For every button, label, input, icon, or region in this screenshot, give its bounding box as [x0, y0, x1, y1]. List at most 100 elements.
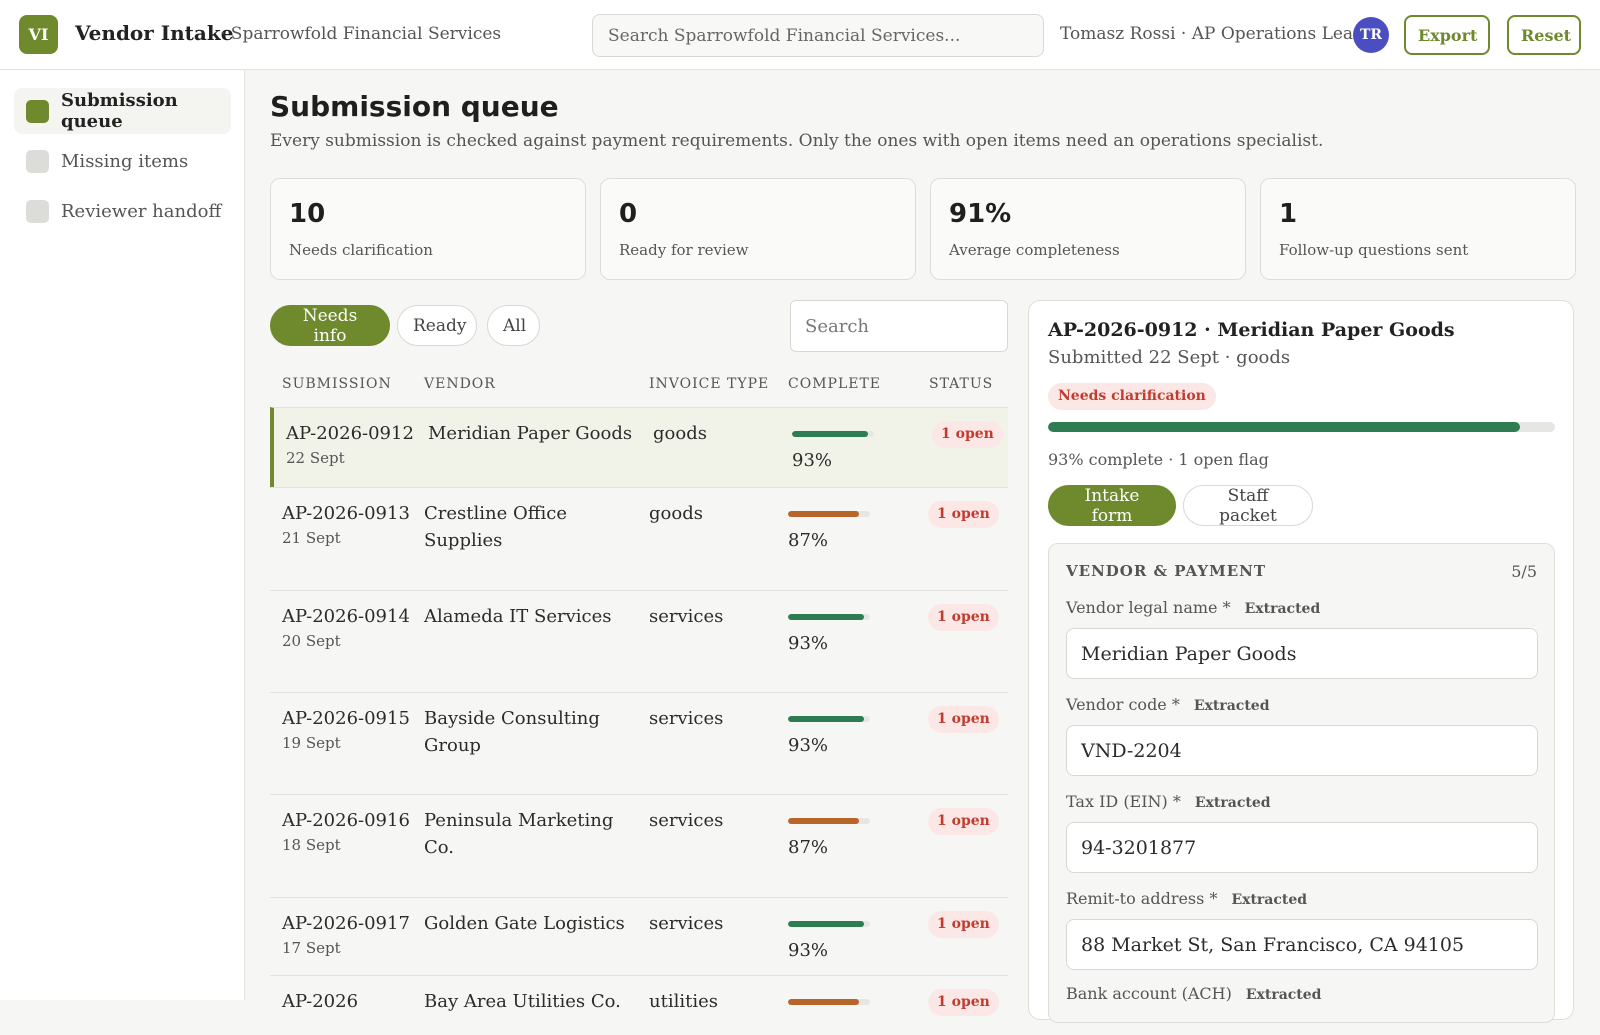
organization-name: · Sparrowfold Financial Services [220, 24, 502, 44]
stat-card-follow-up-questions: 1 Follow-up questions sent [1260, 178, 1576, 280]
invoice-type: services [649, 606, 724, 627]
sidebar: Submission queue Missing items Reviewer … [0, 70, 245, 1000]
tab-intake-form[interactable]: Intake form [1048, 485, 1176, 526]
stat-label: Follow-up questions sent [1279, 241, 1469, 259]
detail-title: AP-2026-0912 · Meridian Paper Goods [1048, 319, 1455, 341]
completeness-bar [792, 431, 874, 437]
filter-ready[interactable]: Ready [397, 305, 477, 346]
stat-value: 0 [619, 199, 638, 229]
extracted-tag: Extracted [1194, 795, 1271, 811]
filter-needs-info[interactable]: Needs info [270, 305, 390, 346]
completeness-percent: 93% [792, 450, 833, 471]
sidebar-item-submission-queue[interactable]: Submission queue [14, 88, 231, 134]
completeness-bar [788, 511, 870, 517]
app-logo: VI [19, 15, 58, 54]
detail-subtitle: Submitted 22 Sept · goods [1048, 347, 1291, 368]
reset-button[interactable]: Reset [1507, 15, 1581, 55]
global-search-input[interactable] [592, 14, 1044, 57]
avatar[interactable]: TR [1353, 17, 1389, 53]
table-row[interactable]: AP-2026-0912 22 Sept Meridian Paper Goods… [270, 407, 1008, 487]
field-label: Vendor legal name * Extracted [1066, 598, 1321, 617]
vendor-name: Bayside Consulting Group [424, 708, 600, 756]
tab-staff-packet[interactable]: Staff packet [1183, 485, 1313, 526]
submission-date: 17 Sept [282, 939, 341, 957]
completeness-progress-bar [1048, 422, 1555, 432]
status-badge: Needs clarification [1048, 383, 1216, 410]
table-row[interactable]: AP-2026-0913 21 Sept Crestline Office Sup… [270, 487, 1008, 590]
field-label: Bank account (ACH) Extracted [1066, 984, 1322, 1003]
submission-id: AP-2026-0913 [282, 503, 410, 524]
vendor-legal-name-field[interactable] [1066, 628, 1538, 679]
stat-label: Ready for review [619, 241, 749, 259]
progress-note: 93% complete · 1 open flag [1048, 450, 1269, 469]
submission-date: 20 Sept [282, 632, 341, 650]
submission-id: AP-2026-0912 [286, 423, 414, 444]
vendor-name: Alameda IT Services [424, 606, 612, 627]
section-count: 5/5 [1511, 562, 1537, 581]
field-label: Tax ID (EIN) * Extracted [1066, 792, 1271, 811]
vendor-code-field[interactable] [1066, 725, 1538, 776]
completeness-bar [788, 614, 870, 620]
stat-card-needs-clarification: 10 Needs clarification [270, 178, 586, 280]
completeness-bar [788, 818, 870, 824]
invoice-type: goods [653, 423, 707, 444]
status-badge: 1 open [928, 808, 999, 835]
status-badge: 1 open [932, 421, 1003, 448]
invoice-type: services [649, 708, 724, 729]
column-header-invoice-type[interactable]: INVOICE TYPE [649, 376, 770, 392]
submission-date: 18 Sept [282, 836, 341, 854]
submission-date: 19 Sept [282, 734, 341, 752]
extracted-tag: Extracted [1193, 698, 1270, 714]
completeness-percent: 87% [788, 837, 829, 858]
table-row[interactable]: AP-2026-0916 18 Sept Peninsula Marketing … [270, 794, 1008, 897]
app-title: Vendor Intake [75, 21, 234, 45]
tax-id-field[interactable] [1066, 822, 1538, 873]
submission-date: 22 Sept [286, 449, 345, 467]
vendor-name: Golden Gate Logistics [424, 913, 625, 934]
stat-card-average-completeness: 91% Average completeness [930, 178, 1246, 280]
sidebar-item-label: Reviewer handoff [61, 200, 222, 222]
sidebar-item-label: Submission queue [61, 90, 178, 132]
submission-date: 21 Sept [282, 529, 341, 547]
invoice-type: services [649, 810, 724, 831]
invoice-type: utilities [649, 991, 718, 1012]
status-badge: 1 open [928, 706, 999, 733]
vendor-name: Crestline Office Supplies [424, 503, 568, 551]
export-button[interactable]: Export [1404, 15, 1490, 55]
submission-id: AP-2026-0914 [282, 606, 410, 627]
page-title: Submission queue [270, 90, 559, 123]
completeness-percent: 93% [788, 633, 829, 654]
remit-to-address-field[interactable] [1066, 919, 1538, 970]
completeness-percent: 87% [788, 530, 829, 551]
column-header-complete[interactable]: COMPLETE [788, 376, 882, 392]
sidebar-item-reviewer-handoff[interactable]: Reviewer handoff [14, 188, 231, 234]
queue-search-input[interactable] [790, 300, 1008, 352]
queue-icon [26, 99, 49, 123]
completeness-percent: 93% [788, 735, 829, 756]
vendor-name: Bay Area Utilities Co. [424, 991, 621, 1012]
sidebar-item-missing-items[interactable]: Missing items [14, 138, 231, 184]
column-header-vendor[interactable]: VENDOR [424, 376, 496, 392]
extracted-tag: Extracted [1231, 892, 1308, 908]
stat-value: 1 [1279, 199, 1298, 229]
completeness-bar [788, 921, 870, 927]
table-row[interactable]: AP-2026-0915 19 Sept Bayside Consulting G… [270, 692, 1008, 794]
stat-card-ready-for-review: 0 Ready for review [600, 178, 916, 280]
filter-all[interactable]: All [487, 305, 540, 346]
top-bar: VI Vendor Intake · Sparrowfold Financial… [0, 0, 1600, 70]
vendor-payment-section: VENDOR & PAYMENT 5/5 Vendor legal name *… [1048, 543, 1555, 1023]
vendor-name: Peninsula Marketing Co. [424, 810, 614, 858]
table-row[interactable]: AP-2026 Bay Area Utilities Co. utilities… [270, 975, 1008, 1035]
field-label: Remit-to address * Extracted [1066, 889, 1308, 908]
column-header-submission[interactable]: SUBMISSION [282, 376, 392, 392]
status-badge: 1 open [928, 911, 999, 938]
table-row[interactable]: AP-2026-0914 20 Sept Alameda IT Services … [270, 590, 1008, 692]
status-badge: 1 open [928, 989, 999, 1016]
vendor-name: Meridian Paper Goods [428, 423, 633, 444]
invoice-type: services [649, 913, 724, 934]
field-label: Vendor code * Extracted [1066, 695, 1270, 714]
column-header-status[interactable]: STATUS [929, 376, 994, 392]
invoice-type: goods [649, 503, 703, 524]
table-row[interactable]: AP-2026-0917 17 Sept Golden Gate Logistic… [270, 897, 1008, 975]
submission-id: AP-2026 [282, 991, 359, 1012]
